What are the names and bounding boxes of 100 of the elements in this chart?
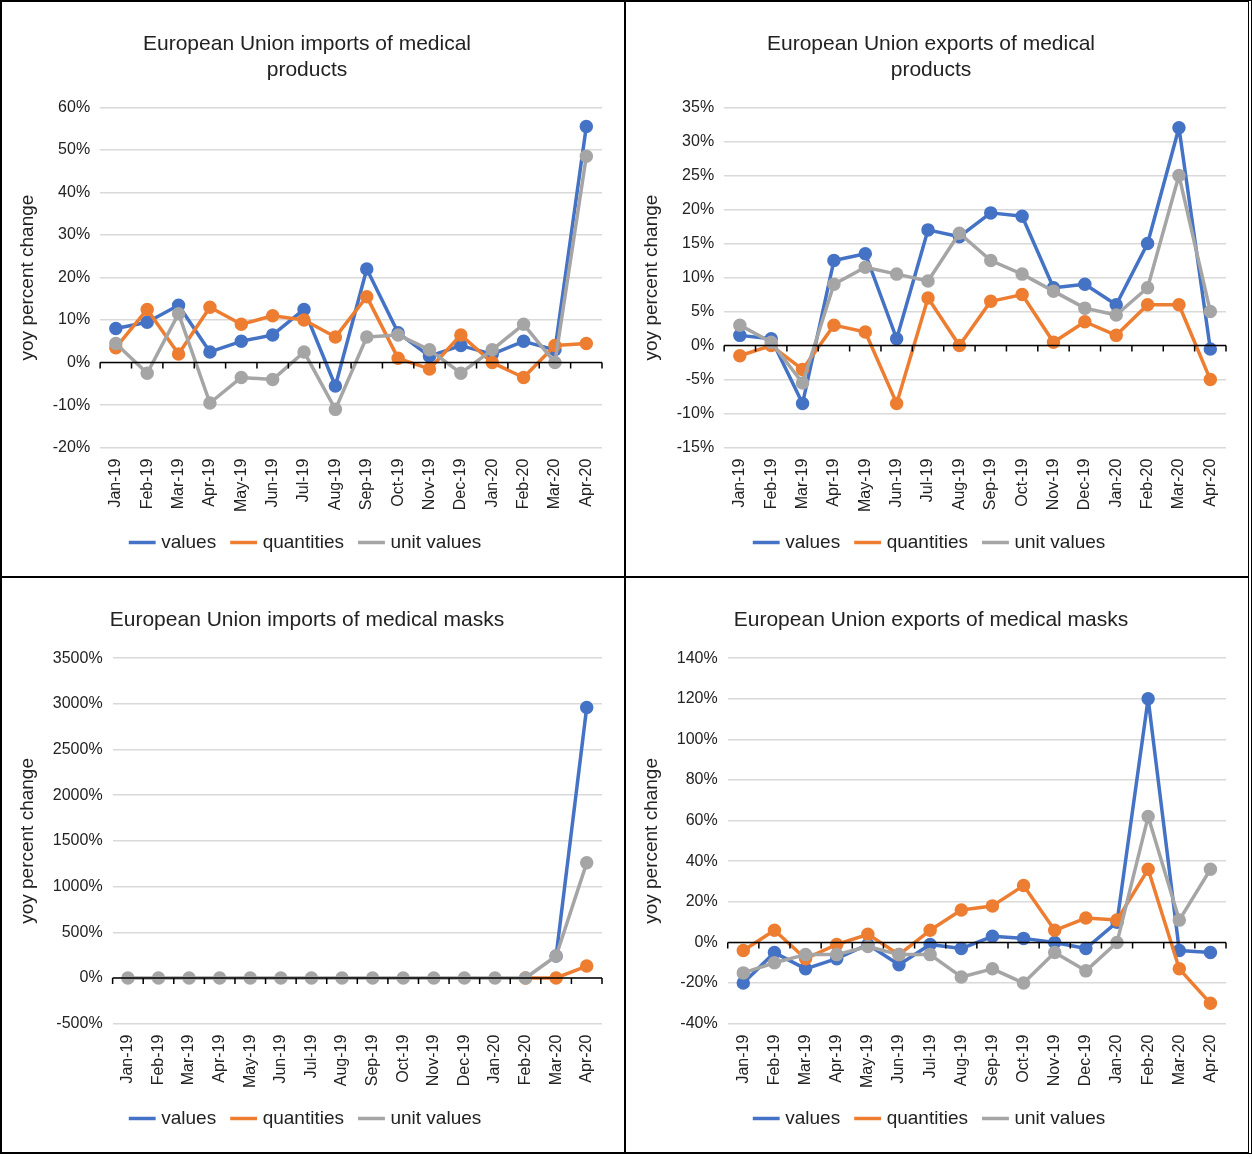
y-tick-label: 50%: [58, 140, 91, 158]
x-tick-label: Mar-19: [168, 458, 186, 510]
x-tick-label: Sep-19: [981, 458, 999, 511]
y-tick-label: -5%: [685, 370, 715, 388]
x-tick-label: Jun-19: [271, 1034, 289, 1084]
x-tick-label: Dec-19: [1075, 458, 1093, 511]
x-tick-label: Jul-19: [918, 458, 936, 503]
y-tick-label: 10%: [682, 267, 715, 285]
x-tick-label: Nov-19: [424, 1034, 442, 1087]
y-tick-label: 0%: [79, 968, 103, 986]
x-tick-label: Oct-19: [388, 458, 406, 507]
x-tick-label: Sep-19: [982, 1034, 1000, 1087]
legend-label: values: [161, 530, 217, 552]
legend-label: unit values: [390, 530, 482, 552]
x-tick-label: Jan-19: [118, 1034, 136, 1084]
y-tick-label: 20%: [58, 267, 91, 285]
y-tick-label: 100%: [676, 729, 718, 747]
y-tick-label: 3000%: [52, 694, 103, 712]
y-tick-label: 120%: [676, 689, 718, 707]
x-tick-label: Apr-19: [200, 458, 218, 507]
y-tick-label: -10%: [52, 395, 91, 413]
x-tick-label: Jul-19: [301, 1034, 319, 1079]
x-tick-label: Jan-20: [482, 458, 500, 508]
y-tick-label: 60%: [685, 811, 718, 829]
chart-title: European Union imports of medical masks: [109, 607, 505, 631]
x-tick-label: Jan-19: [730, 458, 748, 508]
y-tick-label: 30%: [682, 131, 715, 149]
chart-title: European Union exports of medical masks: [733, 607, 1129, 631]
legend-label: quantities: [886, 530, 968, 552]
x-tick-label: Feb-20: [1137, 458, 1155, 510]
y-tick-label: 40%: [58, 182, 91, 200]
legend-label: unit values: [1014, 1106, 1106, 1128]
y-tick-label: 20%: [682, 199, 715, 217]
x-tick-label: Apr-19: [210, 1034, 228, 1083]
y-tick-label: 2500%: [52, 739, 103, 757]
x-tick-label: Apr-19: [824, 458, 842, 507]
x-tick-label: Feb-20: [1138, 1034, 1156, 1086]
y-tick-label: 60%: [58, 97, 91, 115]
legend-label: values: [161, 1106, 217, 1128]
x-tick-label: Nov-19: [1045, 1034, 1063, 1087]
y-tick-label: 20%: [685, 892, 718, 910]
y-tick-label: -15%: [676, 438, 715, 456]
y-tick-label: 3500%: [52, 648, 103, 666]
y-tick-label: -10%: [676, 404, 715, 422]
y-tick-label: 1500%: [52, 831, 103, 849]
x-tick-label: Apr-20: [1200, 458, 1218, 507]
x-tick-label: Jan-19: [106, 458, 124, 508]
x-tick-label: Feb-19: [137, 458, 155, 510]
y-tick-label: 25%: [682, 165, 715, 183]
x-tick-label: May-19: [855, 458, 873, 513]
x-tick-label: May-19: [858, 1034, 876, 1089]
x-tick-label: Apr-20: [576, 458, 594, 507]
x-tick-label: Mar-20: [545, 458, 563, 510]
legend-label: unit values: [1014, 530, 1106, 552]
x-tick-label: Feb-19: [148, 1034, 166, 1086]
y-tick-label: 5%: [691, 301, 715, 319]
x-tick-label: Jun-19: [887, 458, 905, 508]
x-tick-label: Dec-19: [1076, 1034, 1094, 1087]
y-tick-label: 10%: [58, 310, 91, 328]
x-tick-label: Oct-19: [393, 1034, 411, 1083]
y-tick-label: -20%: [680, 973, 718, 991]
y-axis-title: yoy percent change: [15, 758, 37, 924]
legend-label: quantities: [886, 1106, 968, 1128]
x-tick-label: Oct-19: [1012, 458, 1030, 507]
legend-label: values: [785, 1106, 841, 1128]
y-tick-label: -500%: [56, 1014, 103, 1032]
x-tick-label: May-19: [231, 458, 249, 513]
chart-title: European Union imports of medical products: [142, 31, 472, 80]
x-tick-label: Aug-19: [949, 458, 967, 511]
y-tick-label: 30%: [58, 225, 91, 243]
y-tick-label: 80%: [685, 770, 718, 788]
y-tick-label: 140%: [676, 648, 718, 666]
y-tick-label: 15%: [682, 233, 715, 251]
y-axis-title: yoy percent change: [15, 194, 37, 361]
x-tick-label: Feb-19: [761, 458, 779, 510]
x-tick-label: Dec-19: [451, 458, 469, 511]
x-tick-label: Nov-19: [1043, 458, 1061, 511]
x-tick-label: Aug-19: [951, 1034, 969, 1087]
x-tick-label: Feb-20: [513, 458, 531, 510]
x-tick-label: Oct-19: [1013, 1034, 1031, 1083]
y-tick-label: 40%: [685, 851, 718, 869]
y-tick-label: -40%: [680, 1014, 718, 1032]
x-tick-label: Dec-19: [454, 1034, 472, 1087]
y-axis-title: yoy percent change: [639, 758, 661, 924]
y-tick-label: 35%: [682, 97, 715, 115]
x-tick-label: Apr-20: [577, 1034, 595, 1083]
x-tick-label: Apr-19: [827, 1034, 845, 1083]
x-tick-label: Mar-20: [1169, 1034, 1187, 1086]
x-tick-label: Jan-20: [1106, 458, 1124, 508]
y-tick-label: 500%: [61, 922, 103, 940]
y-tick-label: 2000%: [52, 785, 103, 803]
legend-label: quantities: [262, 530, 344, 552]
x-tick-label: Mar-20: [1169, 458, 1187, 510]
legend-label: values: [785, 530, 841, 552]
x-tick-label: Mar-19: [795, 1034, 813, 1086]
y-tick-label: 1000%: [52, 877, 103, 895]
x-tick-label: Aug-19: [325, 458, 343, 511]
x-tick-label: May-19: [240, 1034, 258, 1089]
chart-title: European Union exports of medical products: [766, 31, 1096, 80]
x-tick-label: Nov-19: [419, 458, 437, 511]
